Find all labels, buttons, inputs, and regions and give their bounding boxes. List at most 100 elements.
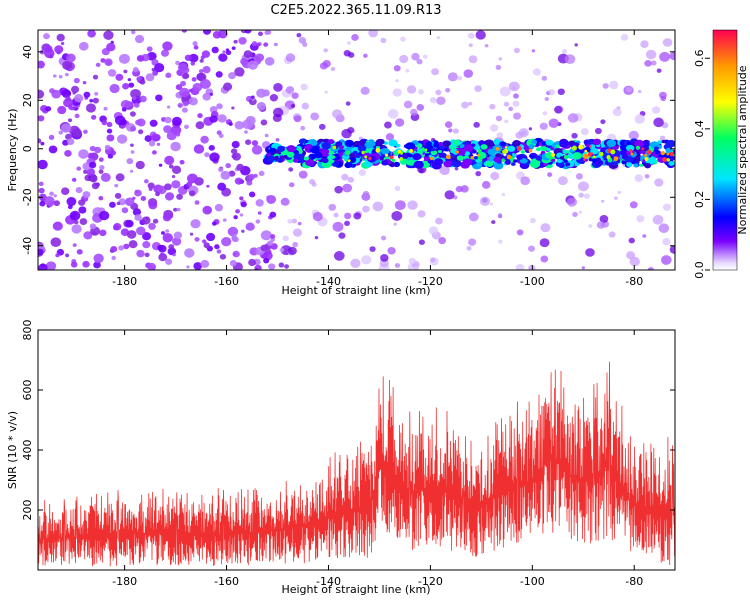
noise-blob — [89, 99, 94, 103]
noise-blob — [135, 119, 142, 126]
y-tick-label: 20 — [21, 93, 34, 107]
noise-blob — [583, 193, 590, 199]
signal-blob — [528, 144, 535, 149]
signal-blob — [456, 148, 466, 156]
noise-blob — [233, 252, 237, 256]
noise-blob — [468, 43, 473, 48]
noise-blob — [512, 100, 520, 107]
signal-blob — [535, 155, 543, 161]
noise-blob — [265, 30, 272, 35]
noise-blob — [162, 213, 172, 222]
noise-blob — [602, 83, 609, 89]
signal-peak — [361, 150, 365, 155]
noise-blob — [58, 75, 63, 79]
noise-blob — [659, 135, 666, 141]
noise-blob — [330, 66, 336, 71]
signal-peak — [610, 149, 616, 155]
noise-blob — [100, 58, 106, 63]
noise-blob — [285, 53, 296, 63]
noise-blob — [578, 210, 583, 214]
noise-blob — [669, 51, 675, 61]
noise-blob — [44, 45, 53, 53]
noise-blob — [82, 162, 91, 171]
noise-blob — [490, 171, 500, 181]
noise-blob — [228, 122, 233, 126]
noise-blob — [53, 200, 60, 207]
noise-blob — [240, 201, 247, 208]
signal-peak — [364, 155, 368, 159]
noise-blob — [239, 196, 244, 201]
noise-blob — [495, 115, 503, 122]
noise-blob — [369, 246, 376, 252]
noise-blob — [40, 141, 45, 146]
signal-blob — [355, 158, 360, 162]
noise-blob — [164, 116, 172, 124]
signal-blob — [657, 140, 663, 145]
noise-blob — [544, 96, 549, 102]
noise-blob — [217, 182, 227, 191]
signal-blob — [463, 158, 473, 166]
signal-peak — [345, 150, 351, 156]
noise-blob — [609, 80, 619, 90]
noise-blob — [474, 85, 482, 93]
noise-blob — [248, 173, 256, 180]
noise-blob — [197, 113, 203, 119]
noise-blob — [222, 82, 233, 91]
signal-blob — [434, 158, 444, 166]
colorbar-tick-label: 0.2 — [693, 191, 706, 209]
noise-blob — [192, 41, 198, 46]
noise-blob — [264, 56, 275, 66]
noise-blob — [120, 99, 131, 109]
noise-blob — [111, 255, 117, 261]
x-tick-label: -180 — [112, 275, 137, 288]
noise-blob — [653, 117, 664, 128]
noise-blob — [613, 196, 618, 200]
noise-blob — [98, 157, 104, 162]
noise-blob — [109, 83, 120, 94]
noise-blob — [202, 92, 211, 101]
signal-blob — [283, 155, 288, 159]
noise-blob — [540, 223, 551, 233]
signal-blob — [531, 139, 537, 145]
x-tick-label: -80 — [625, 575, 643, 588]
noise-blob — [585, 248, 595, 257]
noise-blob — [498, 213, 503, 218]
noise-blob — [244, 30, 252, 34]
noise-blob — [406, 85, 417, 94]
signal-blob — [565, 162, 571, 167]
x-tick-label: -160 — [214, 575, 239, 588]
noise-blob — [284, 264, 290, 269]
noise-blob — [171, 165, 182, 175]
signal-blob — [644, 163, 652, 169]
noise-blob — [662, 237, 671, 246]
signal-peak — [429, 156, 434, 161]
colorbar-label: Normalized spectral amplitude — [736, 65, 749, 234]
noise-blob — [155, 94, 163, 102]
noise-blob — [439, 166, 450, 176]
noise-blob — [548, 89, 556, 96]
noise-blob — [255, 199, 264, 207]
signal-blob — [430, 147, 436, 152]
noise-blob — [248, 191, 256, 198]
noise-blob — [66, 197, 77, 207]
noise-blob — [528, 245, 535, 252]
noise-blob — [234, 120, 245, 130]
noise-blob — [280, 197, 290, 206]
noise-blob — [669, 245, 675, 254]
noise-blob — [164, 192, 174, 201]
noise-blob — [115, 173, 125, 182]
noise-blob — [467, 101, 473, 106]
noise-blob — [600, 199, 605, 203]
noise-blob — [513, 93, 519, 99]
noise-blob — [158, 163, 163, 167]
signal-peak — [606, 154, 611, 160]
noise-blob — [608, 231, 616, 238]
y-tick-label: -40 — [21, 237, 34, 255]
noise-blob — [48, 134, 55, 140]
noise-blob — [113, 222, 122, 231]
noise-blob — [334, 185, 343, 194]
x-tick-label: -120 — [418, 575, 443, 588]
noise-blob — [103, 106, 108, 111]
noise-blob — [190, 219, 201, 229]
noise-blob — [211, 221, 217, 226]
